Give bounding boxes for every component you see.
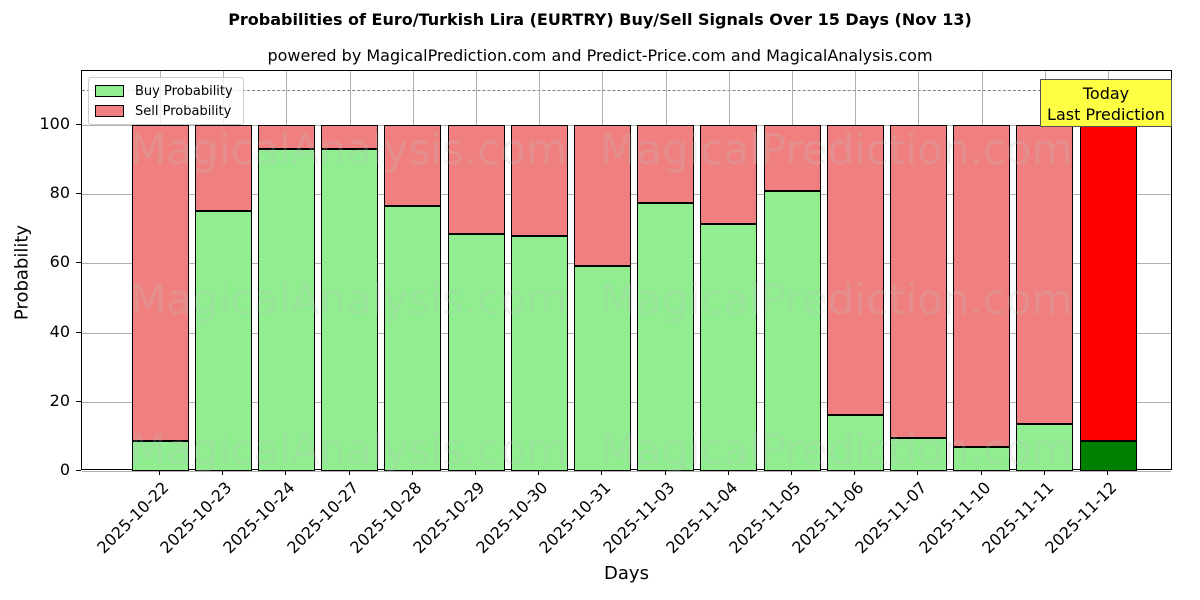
bar-sell xyxy=(321,125,379,149)
bar-sell xyxy=(194,125,252,212)
y-tick-mark xyxy=(76,124,81,125)
y-tick-label: 80 xyxy=(49,183,70,203)
y-tick-label: 60 xyxy=(49,252,70,272)
bar-sell xyxy=(826,125,884,415)
legend-label-sell: Sell Probability xyxy=(135,103,232,119)
bar-buy xyxy=(826,414,884,471)
y-tick-mark xyxy=(76,470,81,471)
y-tick-label: 40 xyxy=(49,321,70,341)
x-tick-mark xyxy=(348,470,350,475)
x-tick-mark xyxy=(285,470,287,475)
today-annotation: Today Last Prediction xyxy=(1040,79,1172,127)
bar-buy xyxy=(131,440,189,471)
x-tick-mark xyxy=(411,470,413,475)
bar-buy xyxy=(447,233,505,471)
y-tick-label: 100 xyxy=(39,114,70,133)
bar-buy xyxy=(194,211,252,471)
bar-sell xyxy=(510,125,568,237)
y-axis-label: Probability xyxy=(11,224,33,321)
annotation-line2: Last Prediction xyxy=(1047,105,1165,124)
x-tick-mark xyxy=(917,470,919,475)
y-tick-label: 0 xyxy=(59,460,70,479)
bar-sell xyxy=(131,125,189,441)
bar-sell xyxy=(637,125,695,203)
x-tick-mark xyxy=(1043,470,1045,475)
bar-buy xyxy=(889,438,947,471)
bar-buy xyxy=(510,236,568,471)
bar-sell xyxy=(257,125,315,149)
bar-buy xyxy=(1016,423,1074,471)
bar-buy xyxy=(321,148,379,471)
bar-sell xyxy=(447,125,505,234)
x-tick-mark xyxy=(601,470,603,475)
legend: Buy Probability Sell Probability xyxy=(88,77,244,125)
y-tick-label: 20 xyxy=(49,390,70,410)
bar-buy xyxy=(700,223,758,471)
x-tick-mark xyxy=(1107,470,1108,475)
x-tick-mark xyxy=(980,470,982,475)
bar-sell xyxy=(573,125,631,267)
bar-buy xyxy=(1079,440,1137,471)
plot-area xyxy=(81,70,1172,472)
y-tick-mark xyxy=(76,262,81,264)
bar-sell xyxy=(953,125,1011,448)
bar-buy xyxy=(573,266,631,471)
bar-sell xyxy=(700,125,758,224)
y-tick-mark xyxy=(76,331,81,333)
legend-label-buy: Buy Probability xyxy=(135,83,233,99)
chart-title: Probabilities of Euro/Turkish Lira (EURT… xyxy=(228,10,972,29)
legend-item-buy: Buy Probability xyxy=(95,83,233,99)
x-tick-mark xyxy=(159,470,160,475)
bar-buy xyxy=(384,205,442,471)
bar-buy xyxy=(257,148,315,471)
gridline-horizontal xyxy=(82,471,1171,472)
x-tick-mark xyxy=(791,470,792,475)
legend-item-sell: Sell Probability xyxy=(95,103,231,119)
bar-sell xyxy=(1016,125,1074,424)
buy-swatch-icon xyxy=(95,85,124,97)
x-tick-mark xyxy=(727,470,729,475)
bar-buy xyxy=(953,447,1011,471)
x-axis-label: Days xyxy=(604,563,649,584)
x-tick-mark xyxy=(854,470,856,475)
bar-sell xyxy=(889,125,947,439)
chart-subtitle: powered by MagicalPrediction.com and Pre… xyxy=(267,46,933,65)
bar-sell xyxy=(1079,125,1137,441)
annotation-line1: Today xyxy=(1082,84,1130,103)
bar-buy xyxy=(763,191,821,471)
x-tick-mark xyxy=(538,470,540,475)
bar-sell xyxy=(763,125,821,192)
x-tick-mark xyxy=(664,470,666,475)
x-tick-mark xyxy=(475,470,476,475)
y-tick-mark xyxy=(76,193,81,195)
reference-line xyxy=(82,90,1171,91)
bar-sell xyxy=(384,125,442,206)
x-tick-mark xyxy=(222,470,224,475)
y-tick-mark xyxy=(76,400,81,402)
sell-swatch-icon xyxy=(95,105,124,117)
bar-buy xyxy=(637,202,695,471)
